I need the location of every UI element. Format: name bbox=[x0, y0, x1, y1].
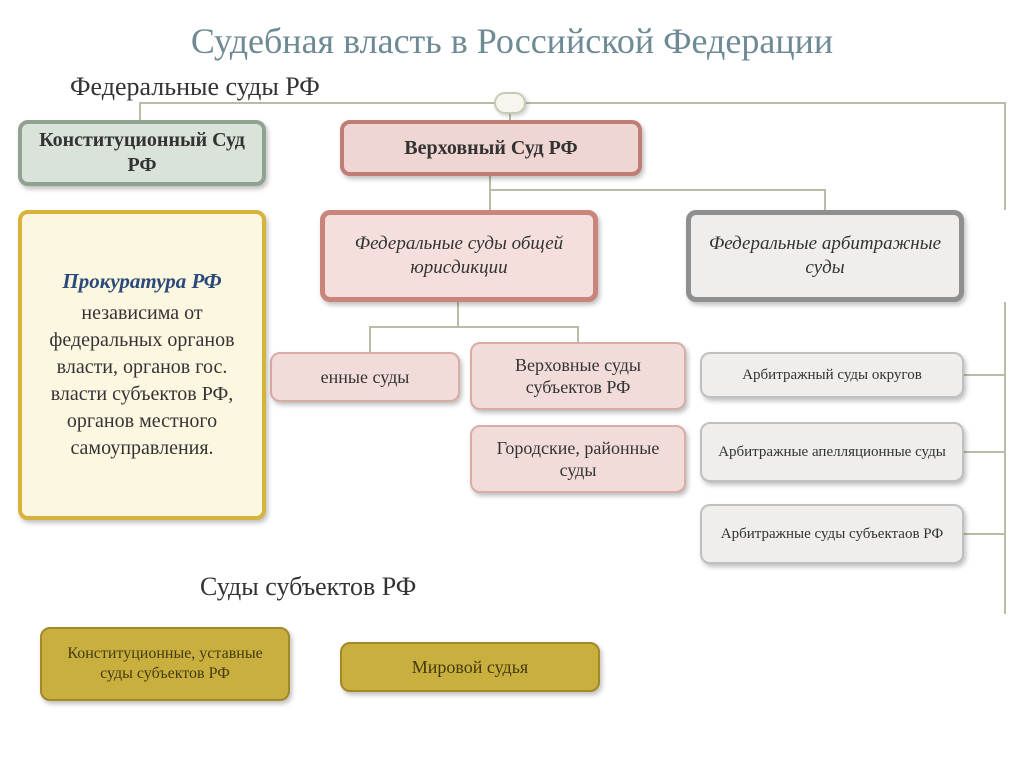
box-const-charter: Конституционные, уставные суды субъектов… bbox=[40, 627, 290, 701]
box-label: Конституционный Суд РФ bbox=[32, 128, 252, 178]
root-node bbox=[494, 92, 526, 114]
box-label: Городские, районные суды bbox=[482, 437, 674, 482]
page-title: Судебная власть в Российской Федерации bbox=[0, 0, 1024, 72]
box-magistrate: Мировой судья bbox=[340, 642, 600, 692]
box-label: Мировой судья bbox=[412, 656, 528, 679]
box-arbitration: Федеральные арбитражные суды bbox=[686, 210, 964, 302]
box-city-district: Городские, районные суды bbox=[470, 425, 686, 493]
box-military-courts: енные суды bbox=[270, 352, 460, 402]
box-label: Верховные суды субъектов РФ bbox=[482, 354, 674, 399]
box-arb-appeal: Арбитражные апелляционные суды bbox=[700, 422, 964, 482]
subtitle-subject: Суды субъектов РФ bbox=[200, 572, 416, 602]
box-constitutional-court: Конституционный Суд РФ bbox=[18, 120, 266, 186]
box-label: Федеральные арбитражные суды bbox=[701, 232, 949, 280]
box-label: Прокуратура РФнезависима от федеральных … bbox=[32, 268, 252, 462]
box-supreme-subjects: Верховные суды субъектов РФ bbox=[470, 342, 686, 410]
box-label: Арбитражные апелляционные суды bbox=[718, 443, 946, 462]
box-label: енные суды bbox=[321, 366, 410, 389]
diagram-canvas: Федеральные суды РФ Суды субъектов РФ Ко… bbox=[0, 72, 1024, 712]
subtitle-federal: Федеральные суды РФ bbox=[70, 72, 320, 102]
box-label: Федеральные суды общей юрисдикции bbox=[335, 232, 583, 280]
box-arb-subjects: Арбитражные суды субъектаов РФ bbox=[700, 504, 964, 564]
box-label: Арбитражные суды субъектаов РФ bbox=[721, 525, 943, 544]
box-supreme-court: Верховный Суд РФ bbox=[340, 120, 642, 176]
box-label: Верховный Суд РФ bbox=[404, 136, 577, 161]
box-arb-circuit: Арбитражный суды округов bbox=[700, 352, 964, 398]
box-general-jurisdiction: Федеральные суды общей юрисдикции bbox=[320, 210, 598, 302]
box-label: Конституционные, уставные суды субъектов… bbox=[52, 644, 278, 684]
box-prosecutor: Прокуратура РФнезависима от федеральных … bbox=[18, 210, 266, 520]
box-label: Арбитражный суды округов bbox=[742, 366, 922, 385]
